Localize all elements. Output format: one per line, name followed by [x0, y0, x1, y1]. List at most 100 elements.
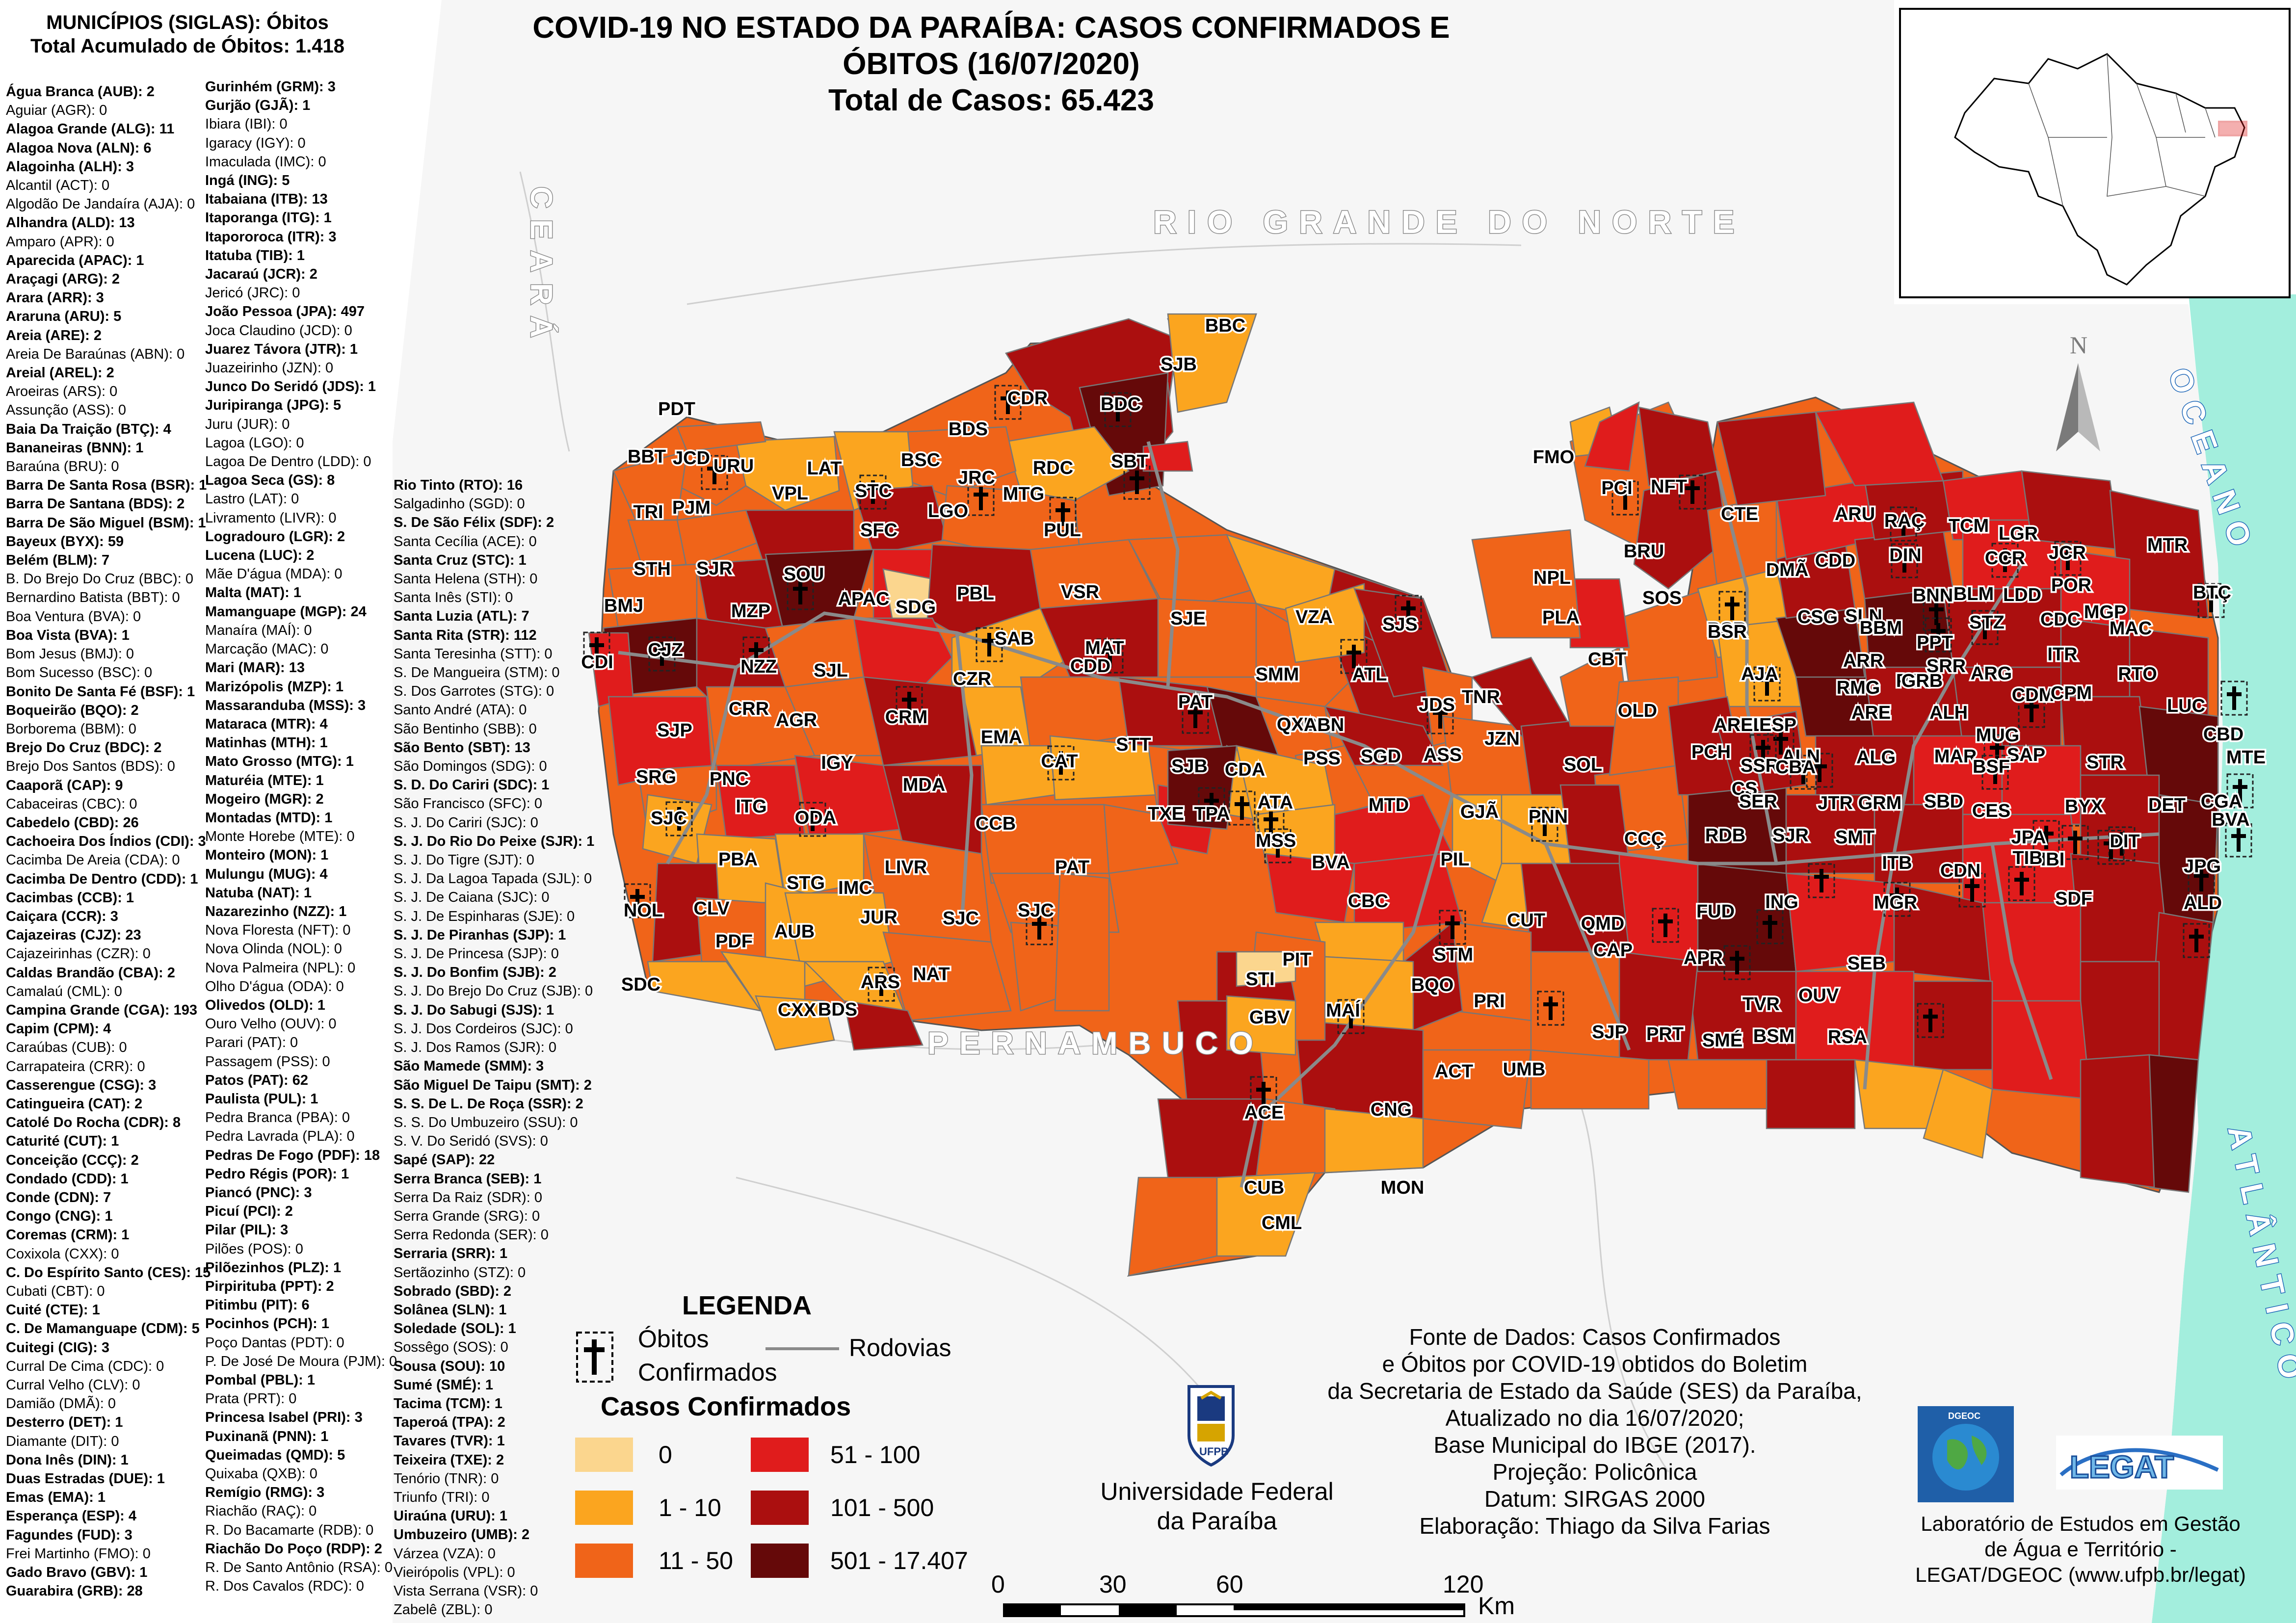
municipality-entry: S. J. Dos Cordeiros (SJC): 0	[394, 1021, 573, 1037]
municipality-entry: Congo (CNG): 1	[6, 1208, 113, 1225]
municipality-entry: Pilar (PIL): 3	[205, 1222, 289, 1238]
municipality-label: STR	[2086, 752, 2124, 773]
municipality-label: ITG	[736, 796, 766, 817]
municipality-label: AREL	[1714, 715, 1764, 735]
source-line: Base Municipal do IBGE (2017).	[1433, 1432, 1756, 1458]
municipality-entry: Alcantil (ACT): 0	[6, 178, 110, 194]
death-marker-icon	[1749, 734, 1777, 769]
municipality-entry: Paulista (PUL): 1	[205, 1091, 318, 1107]
scale-tick-30: 30	[1099, 1571, 1127, 1598]
municipality-entry: Princesa Isabel (PRI): 3	[205, 1410, 363, 1426]
municipality-label: GRB	[1901, 671, 1943, 691]
svg-text:DGEOC: DGEOC	[1948, 1411, 1980, 1421]
municipality-entry: Rio Tinto (RTO): 16	[394, 477, 523, 493]
municipality-entry: Ingá (ING): 5	[205, 173, 290, 189]
municipality-label: NAT	[913, 964, 950, 985]
municipality-entry: Itabaiana (ITB): 13	[205, 191, 328, 208]
municipality-entry: S. J. Do Brejo Do Cruz (SJB): 0	[394, 983, 593, 999]
municipality-entry: Cabaceiras (CBC): 0	[6, 796, 137, 812]
scale-tick-60: 60	[1216, 1571, 1243, 1598]
municipality-entry: Barra De São Miguel (BSM): 1	[6, 515, 206, 531]
municipality-entry: Coremas (CRM): 1	[6, 1227, 130, 1243]
municipality-label: QMD	[1581, 914, 1625, 934]
legend-swatch-3	[751, 1438, 809, 1472]
municipality-entry: Bonito De Santa Fé (BSF): 1	[6, 683, 195, 700]
municipality-label: CS	[1732, 779, 1758, 799]
municipality-entry: Serra Redonda (SER): 0	[394, 1227, 549, 1243]
municipality-entry: Marizópolis (MZP): 1	[205, 679, 343, 695]
municipality-entry: Uiraúna (URU): 1	[394, 1508, 508, 1524]
municipality-label: SMT	[1835, 827, 1874, 848]
death-marker-icon	[994, 385, 1022, 420]
municipality-entry: Piancó (PNC): 3	[205, 1184, 312, 1201]
municipality-label: VPL	[772, 483, 808, 504]
municipality-label: NPL	[1533, 568, 1571, 588]
label-ceara: CEARÁ	[524, 186, 558, 348]
municipality-label: SFC	[860, 520, 897, 541]
death-marker-icon	[1123, 465, 1151, 500]
municipality-entry: R. De Santo Antônio (RSA): 0	[205, 1560, 393, 1576]
municipality-label: TVR	[1742, 994, 1780, 1015]
municipality-label: STI	[1245, 969, 1274, 990]
municipality-label: CES	[1972, 801, 2010, 821]
municipality-entry: Mãe D'água (MDA): 0	[205, 566, 343, 582]
municipality-label: BQO	[1411, 975, 1454, 995]
municipality-label: RSA	[1828, 1027, 1867, 1047]
municipality-label: SBT	[1111, 451, 1148, 472]
municipality-entry: B. Do Brejo Do Cruz (BBC): 0	[6, 571, 193, 587]
municipality-entry: Caturité (CUT): 1	[6, 1133, 119, 1150]
municipality-entry: Diamante (DIT): 0	[6, 1433, 119, 1449]
ufpb-name-line2: da Paraíba	[1157, 1507, 1277, 1535]
municipality-entry: Assunção (ASS): 0	[6, 402, 126, 419]
municipality-label: MTR	[2147, 535, 2188, 555]
legend-class-1: 1 - 10	[659, 1494, 721, 1521]
municipality-label: GRM	[1858, 793, 1902, 813]
death-marker-icon	[1925, 617, 1952, 653]
municipality-entry: S. S. De L. De Roça (SSR): 2	[394, 1096, 583, 1112]
municipality-label: JUR	[860, 907, 897, 928]
municipality-label: CAT	[1041, 751, 1078, 772]
brazil-locator-inset	[1899, 8, 2291, 298]
municipality-label: PIL	[1440, 849, 1469, 870]
death-marker-icon	[2097, 830, 2125, 865]
municipality-label: SAB	[995, 628, 1034, 649]
north-label: N	[2070, 331, 2087, 359]
municipality-label: LGR	[1999, 524, 2038, 544]
legend-swatch-2	[575, 1544, 633, 1578]
municipality-label: MTG	[1003, 484, 1044, 504]
dgeoc-globe-logo-icon: DGEOC	[1918, 1406, 2014, 1502]
municipality-label: SJB	[1171, 756, 1208, 777]
municipality-label: ARU	[1835, 504, 1875, 524]
municipality-label: SRR	[1927, 656, 1966, 677]
death-marker-icon	[1718, 591, 1746, 626]
municipality-entry: Serra Branca (SEB): 1	[394, 1171, 542, 1187]
municipality-entry: Alagoa Nova (ALN): 6	[6, 140, 152, 156]
municipality-entry: Curral Velho (CLV): 0	[6, 1377, 140, 1393]
source-line: e Óbitos por COVID-19 obtidos do Boletim	[1382, 1351, 1808, 1377]
scale-unit: Km	[1478, 1592, 1515, 1620]
death-marker-icon	[967, 481, 995, 516]
municipality-entry: Arara (ARR): 3	[6, 290, 104, 306]
municipality-entry: Caraúbas (CUB): 0	[6, 1040, 127, 1056]
municipality-entry: Patos (PAT): 62	[205, 1072, 309, 1088]
municipality-entry: Carrapateira (CRR): 0	[6, 1058, 145, 1074]
municipality-label: BVA	[2212, 810, 2249, 830]
municipality-label: SJS	[1382, 614, 1418, 635]
municipality-entry: Lagoa De Dentro (LDD): 0	[205, 454, 371, 470]
municipality-label: SJC	[651, 808, 687, 829]
legend-deaths-line1: Óbitos	[638, 1325, 709, 1353]
legend-class-5: 501 - 17.407	[830, 1547, 968, 1574]
death-marker-icon	[1790, 755, 1817, 790]
municipality-label: CDN	[1940, 861, 1980, 881]
municipality-label: SJC	[1018, 900, 1054, 921]
municipality-entry: S. J. Da Lagoa Tapada (SJL): 0	[394, 871, 592, 887]
municipality-entry: Santa Cecília (ACE): 0	[394, 533, 537, 550]
death-marker-icon	[1096, 638, 1124, 674]
death-marker-icon	[2183, 923, 2210, 958]
municipality-label: STT	[1116, 734, 1151, 755]
municipality-entry: Cuité (CTE): 1	[6, 1302, 100, 1318]
municipality-entry: Montadas (MTD): 1	[205, 810, 333, 826]
municipality-entry: Boa Vista (BVA): 1	[6, 627, 130, 643]
municipality-label: CDD	[1815, 550, 1855, 571]
municipality-entry: Mogeiro (MGR): 2	[205, 791, 324, 807]
